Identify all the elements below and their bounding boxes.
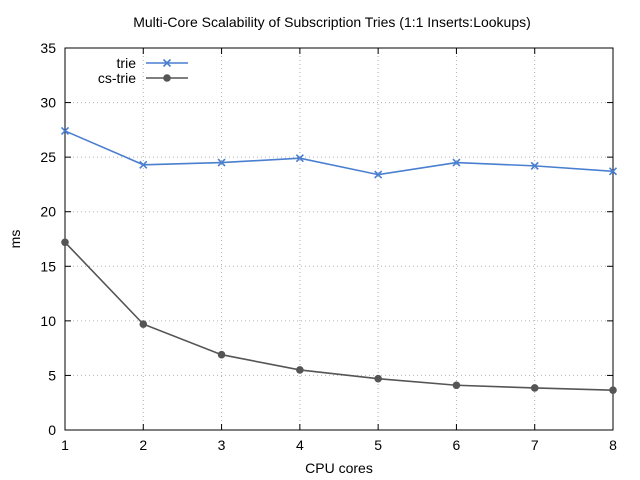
data-point-x-marker (139, 160, 148, 169)
data-point-circle-marker (217, 350, 226, 359)
data-point-circle-marker (530, 384, 539, 392)
series-cs-trie (61, 238, 617, 394)
marker-stroke (608, 167, 618, 176)
series-line-cs-trie (64, 241, 614, 391)
data-point-x-marker (162, 58, 172, 68)
marker-stroke (452, 158, 461, 167)
data-point-x-marker (217, 158, 226, 167)
x-axis-ticks: 1 2 3 4 5 6 7 8 (61, 48, 617, 453)
y-tick-label: 15 (40, 258, 56, 274)
data-point-circle-marker (374, 374, 382, 383)
x-tick-label: 5 (374, 437, 382, 453)
y-tick-label: 10 (40, 313, 56, 329)
y-tick-label: 0 (48, 422, 56, 438)
y-tick-label: 35 (40, 40, 56, 56)
chart-title: Multi-Core Scalability of Subscription T… (133, 14, 531, 30)
series-line-trie (64, 130, 614, 176)
data-point-circle-marker (609, 386, 617, 394)
legend-label-cs-trie: cs-trie (98, 70, 136, 86)
marker-stroke (530, 161, 539, 170)
marker-stroke (295, 154, 304, 163)
grid-lines (65, 48, 613, 430)
data-point-circle-marker (296, 366, 304, 374)
x-axis-label: CPU cores (305, 460, 373, 476)
marker-stroke (374, 170, 383, 179)
data-point-x-marker (452, 158, 461, 167)
plot-frame (64, 47, 614, 431)
data-point-x-marker (60, 126, 70, 136)
data-point-x-marker (295, 154, 304, 163)
y-tick-label: 25 (40, 149, 56, 165)
data-point-circle-marker (139, 320, 148, 328)
y-tick-label: 5 (48, 367, 56, 383)
marker-stroke (162, 58, 172, 68)
y-tick-label: 20 (40, 204, 56, 220)
x-tick-label: 7 (531, 437, 539, 453)
data-point-circle-marker (163, 74, 171, 82)
y-axis-ticks: 0 5 10 15 20 25 30 35 (40, 40, 613, 438)
x-tick-label: 4 (296, 437, 304, 453)
series-group (60, 126, 618, 394)
y-axis-label: ms (7, 230, 23, 249)
marker-stroke (60, 126, 70, 136)
legend-label-trie: trie (117, 55, 137, 71)
series-trie (60, 126, 618, 179)
x-tick-label: 6 (453, 437, 461, 453)
data-point-circle-marker (61, 238, 69, 247)
marker-stroke (139, 160, 148, 169)
x-tick-label: 1 (61, 437, 69, 453)
data-point-x-marker (530, 161, 539, 170)
y-tick-label: 30 (40, 95, 56, 111)
data-point-x-marker (374, 170, 383, 179)
x-tick-label: 8 (609, 437, 617, 453)
data-point-x-marker (608, 167, 618, 176)
x-tick-label: 2 (139, 437, 147, 453)
marker-stroke (217, 158, 226, 167)
x-tick-label: 3 (218, 437, 226, 453)
data-point-circle-marker (452, 381, 461, 390)
